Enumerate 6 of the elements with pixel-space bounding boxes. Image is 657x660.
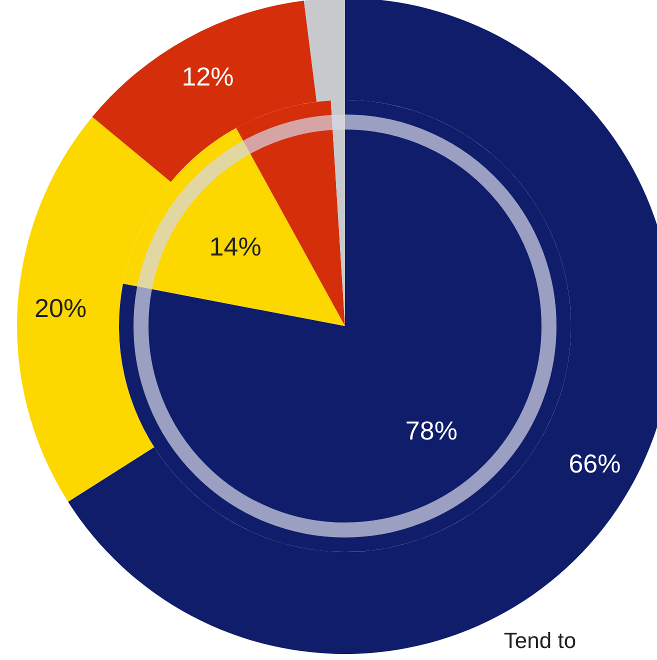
data-label: 78% bbox=[405, 415, 458, 446]
data-label: 14% bbox=[209, 231, 262, 262]
data-label: 20% bbox=[34, 293, 87, 324]
text: Tend to bbox=[504, 628, 576, 653]
data-label: 66% bbox=[568, 448, 621, 478]
data-label: 12% bbox=[182, 61, 234, 92]
